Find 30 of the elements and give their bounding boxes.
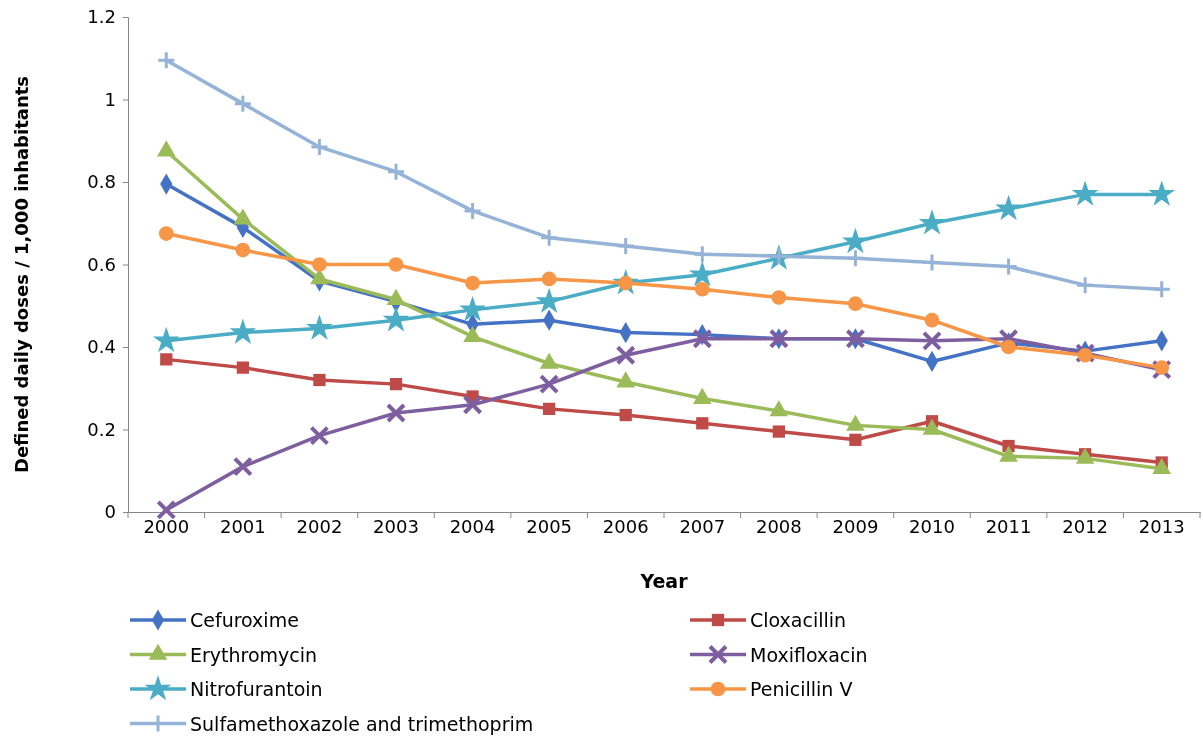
- x-tick-label: 2003: [373, 516, 419, 537]
- y-axis-title: Defined daily doses / 1,000 inhabitants: [11, 75, 32, 474]
- x-axis-title: Year: [639, 570, 689, 592]
- y-tick-label: 1: [104, 88, 116, 110]
- x-tick-label: 2006: [602, 516, 649, 537]
- y-tick-label: 0.2: [87, 418, 116, 440]
- legend-label: Nitrofurantoin: [190, 678, 323, 700]
- x-tick-label: 2001: [219, 516, 266, 537]
- x-tick-label: 2012: [1062, 516, 1109, 537]
- x-tick-label: 2011: [985, 516, 1032, 537]
- x-tick-label: 2010: [909, 516, 955, 537]
- legend-label: Erythromycin: [190, 643, 318, 666]
- x-tick-label: 2005: [526, 516, 573, 537]
- x-tick-label: 2009: [832, 516, 879, 537]
- y-tick-label: 0.8: [87, 171, 116, 193]
- legend-label: Cefuroxime: [190, 609, 299, 631]
- x-tick-label: 2000: [143, 516, 190, 537]
- legend-label: Cloxacillin: [750, 609, 847, 631]
- y-tick-label: 0.6: [87, 253, 116, 275]
- y-tick-label: 1.2: [87, 6, 116, 28]
- y-tick-label: 0.4: [87, 336, 116, 358]
- x-tick-label: 2002: [296, 516, 343, 537]
- legend-label: Moxifloxacin: [750, 643, 868, 666]
- legend-label: Sulfamethoxazole and trimethoprim: [190, 712, 534, 735]
- x-tick-label: 2004: [449, 516, 496, 537]
- x-tick-label: 2007: [679, 516, 726, 537]
- x-tick-label: 2008: [755, 516, 802, 537]
- x-tick-label: 2013: [1138, 516, 1185, 537]
- legend-label: Penicillin V: [750, 678, 853, 700]
- y-tick-label: 0: [104, 501, 116, 523]
